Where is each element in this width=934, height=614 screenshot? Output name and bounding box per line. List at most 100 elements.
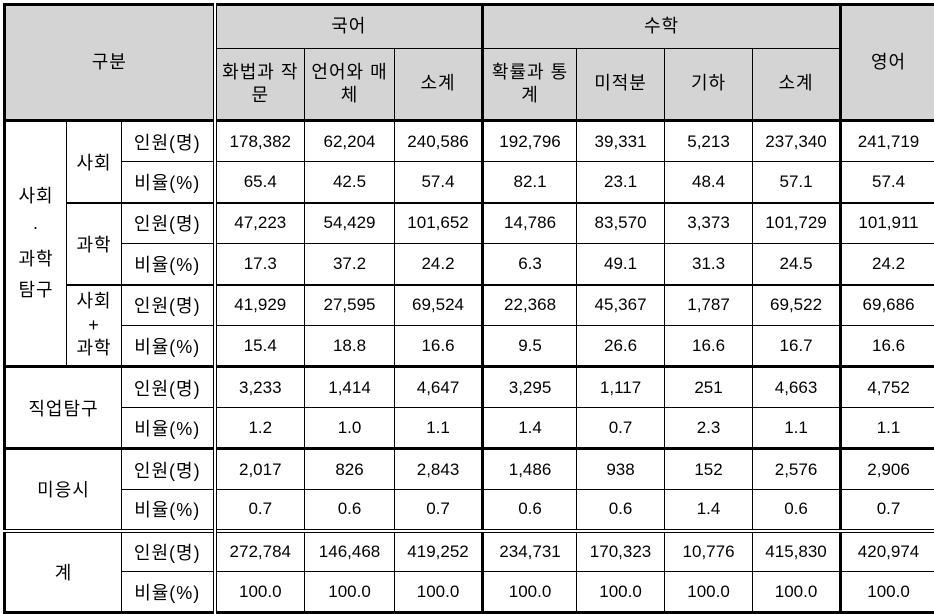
- data-cell: 192,796: [481, 120, 578, 162]
- data-cell: 0.6: [576, 489, 666, 531]
- data-cell: 3,295: [481, 365, 578, 408]
- header-korean-subtotal: 소계: [394, 48, 484, 122]
- data-cell: 3,373: [664, 201, 754, 244]
- data-cell: 0.6: [752, 489, 842, 531]
- data-cell: 48.4: [664, 161, 754, 203]
- data-cell: 26.6: [576, 325, 666, 367]
- data-cell: 1.1: [394, 407, 484, 449]
- data-cell: 0.7: [576, 407, 666, 449]
- data-cell: 100.0: [839, 571, 934, 613]
- row-label-ratio: 비율(%): [120, 243, 216, 285]
- data-cell: 1,787: [664, 283, 754, 326]
- data-cell: 17.3: [212, 243, 306, 285]
- data-cell: 0.6: [481, 489, 578, 531]
- group-label-absent: 미응시: [4, 447, 122, 531]
- row-label-ratio: 비율(%): [120, 325, 216, 367]
- data-cell: 1.0: [304, 407, 396, 449]
- header-math-prob-stat: 확률과 통계: [481, 48, 578, 122]
- data-cell: 101,729: [752, 201, 842, 244]
- data-cell: 47,223: [212, 201, 306, 244]
- data-cell: 1,414: [304, 365, 396, 408]
- data-cell: 16.7: [752, 325, 842, 367]
- data-cell: 69,522: [752, 283, 842, 326]
- data-cell: 57.4: [839, 161, 934, 203]
- data-cell: 1,486: [481, 447, 578, 490]
- header-english: 영어: [839, 4, 934, 122]
- data-cell: 65.4: [212, 161, 306, 203]
- data-cell: 39,331: [576, 120, 666, 162]
- data-cell: 42.5: [304, 161, 396, 203]
- data-cell: 1.1: [839, 407, 934, 449]
- data-cell: 0.7: [394, 489, 484, 531]
- data-cell: 1.4: [481, 407, 578, 449]
- data-cell: 18.8: [304, 325, 396, 367]
- data-cell: 10,776: [664, 528, 754, 572]
- group-label-soc-plus-sci: 사회 + 과학: [66, 283, 122, 367]
- data-cell: 24.2: [839, 243, 934, 285]
- data-cell: 82.1: [481, 161, 578, 203]
- data-cell: 6.3: [481, 243, 578, 285]
- data-cell: 22,368: [481, 283, 578, 326]
- data-cell: 234,731: [481, 528, 578, 572]
- data-cell: 83,570: [576, 201, 666, 244]
- data-cell: 152: [664, 447, 754, 490]
- data-cell: 24.2: [394, 243, 484, 285]
- data-cell: 0.7: [839, 489, 934, 531]
- row-label-count: 인원(명): [120, 120, 216, 162]
- data-cell: 41,929: [212, 283, 306, 326]
- data-cell: 31.3: [664, 243, 754, 285]
- data-cell: 420,974: [839, 528, 934, 572]
- data-cell: 2,843: [394, 447, 484, 490]
- row-label-ratio: 비율(%): [120, 489, 216, 531]
- data-cell: 27,595: [304, 283, 396, 326]
- data-cell: 57.1: [752, 161, 842, 203]
- data-cell: 24.5: [752, 243, 842, 285]
- data-cell: 5,213: [664, 120, 754, 162]
- data-cell: 9.5: [481, 325, 578, 367]
- data-cell: 2,017: [212, 447, 306, 490]
- data-cell: 100.0: [304, 571, 396, 613]
- data-cell: 100.0: [576, 571, 666, 613]
- header-korean-language-media: 언어와 매체: [304, 48, 396, 122]
- header-korean-speech-writing: 화법과 작문: [212, 48, 306, 122]
- data-cell: 938: [576, 447, 666, 490]
- data-cell: 237,340: [752, 120, 842, 162]
- header-math: 수학: [481, 4, 842, 49]
- data-cell: 100.0: [212, 571, 306, 613]
- data-cell: 170,323: [576, 528, 666, 572]
- data-cell: 101,652: [394, 201, 484, 244]
- header-gubun: 구분: [3, 4, 216, 122]
- data-cell: 240,586: [394, 120, 484, 162]
- group-label-total: 계: [4, 528, 122, 613]
- data-cell: 100.0: [752, 571, 842, 613]
- data-cell: 4,752: [839, 365, 934, 408]
- row-label-ratio: 비율(%): [120, 407, 216, 449]
- row-label-count: 인원(명): [120, 528, 216, 572]
- data-cell: 1,117: [576, 365, 666, 408]
- data-cell: 0.6: [304, 489, 396, 531]
- data-cell: 14,786: [481, 201, 578, 244]
- group-label-social: 사회: [66, 120, 122, 203]
- data-cell: 16.6: [839, 325, 934, 367]
- data-cell: 419,252: [394, 528, 484, 572]
- data-cell: 15.4: [212, 325, 306, 367]
- data-cell: 49.1: [576, 243, 666, 285]
- data-cell: 69,524: [394, 283, 484, 326]
- header-math-calculus: 미적분: [576, 48, 666, 122]
- data-cell: 0.7: [212, 489, 306, 531]
- group-label-vocational: 직업탐구: [4, 365, 122, 449]
- subject-statistics-table: 구분 국어 수학 영어 화법과 작문 언어와 매체 소계 확률과 통계 미적분 …: [3, 3, 934, 614]
- data-cell: 4,647: [394, 365, 484, 408]
- data-cell: 16.6: [664, 325, 754, 367]
- row-label-count: 인원(명): [120, 365, 216, 408]
- header-korean: 국어: [212, 4, 484, 49]
- row-label-count: 인원(명): [120, 201, 216, 244]
- row-label-count: 인원(명): [120, 283, 216, 326]
- data-cell: 2,576: [752, 447, 842, 490]
- data-cell: 251: [664, 365, 754, 408]
- header-math-geometry: 기하: [664, 48, 754, 122]
- data-cell: 62,204: [304, 120, 396, 162]
- data-cell: 1.4: [664, 489, 754, 531]
- data-cell: 57.4: [394, 161, 484, 203]
